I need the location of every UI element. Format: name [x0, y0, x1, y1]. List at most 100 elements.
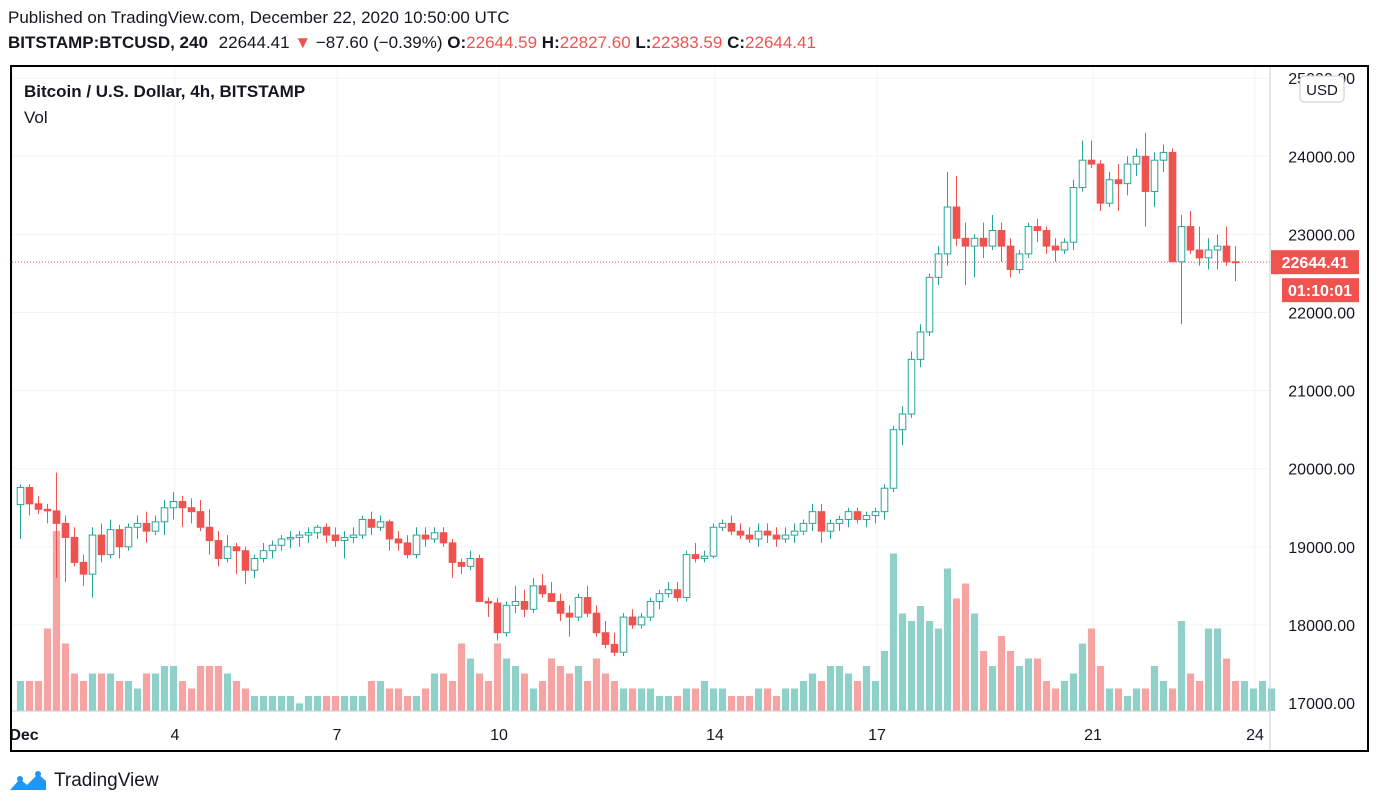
- candle-body: [700, 555, 709, 560]
- candle: [25, 484, 34, 516]
- candle: [817, 503, 826, 543]
- candle-body: [502, 604, 511, 634]
- candle: [88, 527, 97, 598]
- candle: [79, 554, 88, 586]
- candle: [538, 574, 547, 598]
- currency-badge-label[interactable]: USD: [1306, 82, 1338, 99]
- volume-bar: [340, 696, 349, 711]
- volume-bar: [646, 688, 655, 711]
- candle: [250, 554, 259, 579]
- candle-body: [907, 358, 916, 415]
- candle: [673, 581, 682, 602]
- time-axis[interactable]: Dec 4 7 10 14 17 21 24: [12, 727, 1264, 744]
- candle-body: [385, 521, 394, 540]
- candle-body: [718, 522, 727, 528]
- candle-body: [430, 532, 439, 540]
- candle: [232, 542, 241, 575]
- volume-bar: [682, 688, 691, 711]
- volume-bar: [547, 658, 556, 711]
- published-caption: Published on TradingView.com, December 2…: [8, 8, 510, 27]
- volume-bar: [16, 681, 25, 711]
- candle-body: [421, 534, 430, 540]
- time-tick-label: 24: [1246, 727, 1264, 744]
- volume-bar: [493, 643, 502, 711]
- candle: [403, 535, 412, 559]
- volume-bar: [817, 681, 826, 711]
- volume-bar: [1150, 666, 1159, 711]
- candle-body: [1213, 245, 1222, 251]
- candle: [952, 175, 961, 247]
- candle-body: [277, 538, 286, 546]
- price-chart[interactable]: 25000.0024000.0023000.0022000.0021000.00…: [12, 67, 1367, 750]
- chart-title: Bitcoin / U.S. Dollar, 4h, BITSTAMP: [24, 82, 305, 101]
- currency-badge-box[interactable]: [1299, 75, 1345, 103]
- candle: [961, 222, 970, 286]
- volume-bar: [376, 681, 385, 711]
- volume-bar: [862, 666, 871, 711]
- price-tick-label: 21000.00: [1288, 384, 1355, 401]
- volume-bar: [1159, 681, 1168, 711]
- candle: [862, 511, 871, 528]
- candle-body: [916, 331, 925, 360]
- candle-body: [529, 585, 538, 610]
- candle-body: [538, 585, 547, 595]
- volume-bar: [763, 688, 772, 711]
- candle-body: [1114, 179, 1123, 185]
- candle-body: [376, 521, 385, 528]
- volume-bar: [178, 681, 187, 711]
- candle: [1186, 210, 1195, 254]
- symbol-ohlc-header: BITSTAMP:BTCUSD, 240 22644.41 ▼ −87.60 (…: [8, 33, 816, 53]
- price-axis[interactable]: 25000.0024000.0023000.0022000.0021000.00…: [1288, 71, 1355, 713]
- candle: [916, 324, 925, 368]
- tradingview-logo[interactable]: TradingView: [8, 770, 159, 792]
- volume-bar: [1168, 688, 1177, 711]
- candle: [835, 515, 844, 532]
- high-value: 22827.60: [559, 33, 631, 52]
- candle: [970, 234, 979, 278]
- candle: [1150, 152, 1159, 208]
- candle-body: [835, 518, 844, 524]
- candle-body: [1087, 159, 1096, 165]
- candle: [394, 531, 403, 551]
- candle: [295, 531, 304, 547]
- candle-body: [853, 511, 862, 520]
- candle: [466, 550, 475, 571]
- candle-body: [322, 526, 331, 536]
- volume-bar: [826, 666, 835, 711]
- candle-body: [979, 237, 988, 247]
- candle: [1087, 140, 1096, 169]
- grid-lines: [12, 67, 1270, 711]
- candle-body: [97, 534, 106, 556]
- candle-body: [178, 501, 187, 509]
- currency-badge[interactable]: USD: [1299, 75, 1345, 103]
- volume-bar: [358, 696, 367, 711]
- candle: [565, 605, 574, 637]
- volume-bar: [1123, 696, 1132, 711]
- candle-body: [898, 413, 907, 431]
- volume-bar: [79, 681, 88, 711]
- candle-body: [331, 534, 340, 542]
- candle-body: [511, 600, 520, 606]
- candle-body: [1141, 155, 1150, 192]
- volume-bar: [25, 681, 34, 711]
- candle-body: [16, 486, 25, 506]
- volume-bar: [637, 688, 646, 711]
- candle-body: [880, 487, 889, 513]
- candle: [844, 507, 853, 528]
- candle-body: [79, 561, 88, 575]
- candle-body: [268, 544, 277, 552]
- candle-body: [340, 536, 349, 542]
- volume-legend: Vol: [24, 108, 48, 127]
- volume-bar: [34, 681, 43, 711]
- volume-bar: [1258, 681, 1267, 711]
- volume-bar: [403, 696, 412, 711]
- candle: [1132, 148, 1141, 176]
- candle-body: [691, 554, 700, 560]
- candle: [556, 593, 565, 621]
- volume-bar: [1087, 628, 1096, 711]
- candle-body: [709, 526, 718, 557]
- candle-body: [655, 593, 664, 602]
- candle: [1033, 218, 1042, 243]
- candle-body: [988, 229, 997, 247]
- candle-body: [799, 522, 808, 532]
